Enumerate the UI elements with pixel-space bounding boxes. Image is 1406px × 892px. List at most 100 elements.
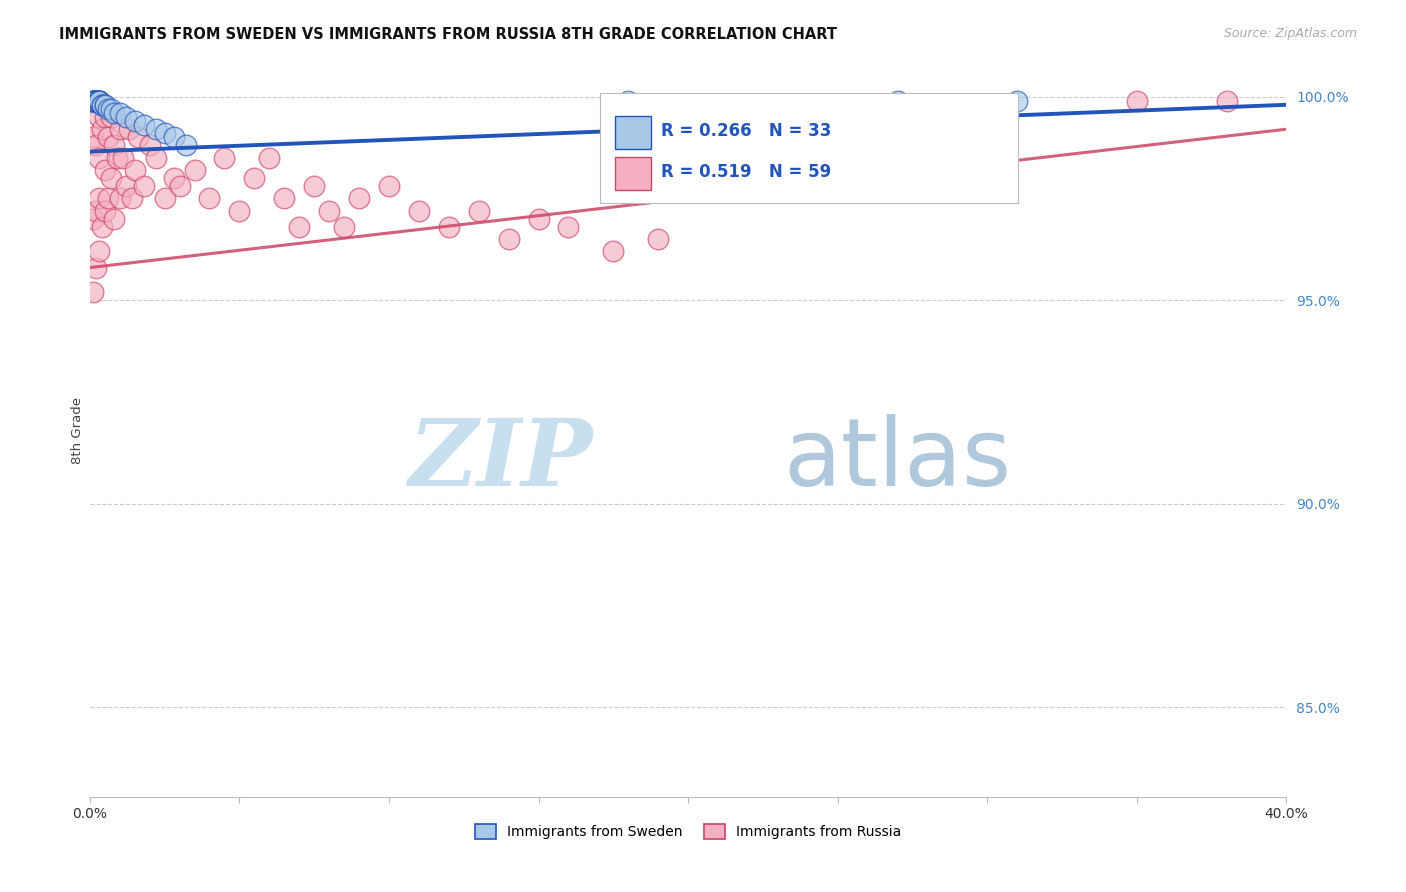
Text: IMMIGRANTS FROM SWEDEN VS IMMIGRANTS FROM RUSSIA 8TH GRADE CORRELATION CHART: IMMIGRANTS FROM SWEDEN VS IMMIGRANTS FRO…	[59, 27, 837, 42]
Point	[90, 97, 112, 112]
Point	[498, 232, 520, 246]
Point	[82, 94, 104, 108]
Point	[127, 130, 149, 145]
Point	[82, 94, 104, 108]
Point	[103, 106, 125, 120]
Point	[162, 171, 184, 186]
Point	[111, 151, 134, 165]
Point	[527, 211, 550, 226]
Point	[108, 106, 131, 120]
Point	[169, 179, 191, 194]
Point	[198, 191, 221, 205]
Point	[124, 162, 146, 177]
Point	[84, 94, 107, 108]
Point	[94, 97, 117, 112]
Point	[87, 94, 110, 108]
Point	[87, 94, 110, 108]
Point	[617, 94, 640, 108]
Point	[90, 219, 112, 234]
Point	[132, 179, 155, 194]
Point	[132, 118, 155, 132]
Point	[84, 138, 107, 153]
Point	[214, 151, 236, 165]
Point	[1215, 94, 1237, 108]
Point	[378, 179, 401, 194]
Point	[82, 94, 104, 108]
Text: Source: ZipAtlas.com: Source: ZipAtlas.com	[1223, 27, 1357, 40]
FancyBboxPatch shape	[616, 116, 651, 149]
Point	[82, 285, 104, 299]
Point	[103, 138, 125, 153]
Point	[138, 138, 160, 153]
Point	[94, 97, 117, 112]
Text: R = 0.519   N = 59: R = 0.519 N = 59	[661, 163, 831, 181]
Point	[557, 219, 579, 234]
Point	[124, 114, 146, 128]
Point	[82, 130, 104, 145]
Point	[114, 110, 136, 124]
Point	[87, 94, 110, 108]
Point	[84, 260, 107, 275]
Point	[87, 151, 110, 165]
Point	[886, 94, 908, 108]
Point	[302, 179, 325, 194]
Point	[108, 191, 131, 205]
Point	[114, 179, 136, 194]
Point	[90, 97, 112, 112]
Text: R = 0.266   N = 33: R = 0.266 N = 33	[661, 121, 831, 140]
Point	[103, 211, 125, 226]
Point	[162, 130, 184, 145]
Legend: Immigrants from Sweden, Immigrants from Russia: Immigrants from Sweden, Immigrants from …	[470, 819, 907, 845]
FancyBboxPatch shape	[599, 94, 1018, 203]
Point	[145, 122, 167, 136]
Point	[87, 191, 110, 205]
Point	[94, 203, 117, 218]
Point	[288, 219, 311, 234]
Point	[82, 211, 104, 226]
Point	[108, 122, 131, 136]
Point	[437, 219, 460, 234]
Point	[87, 110, 110, 124]
Point	[228, 203, 250, 218]
Y-axis label: 8th Grade: 8th Grade	[72, 397, 84, 464]
Point	[408, 203, 430, 218]
Point	[100, 110, 122, 124]
Point	[647, 232, 669, 246]
Point	[183, 162, 205, 177]
Point	[97, 130, 120, 145]
Point	[273, 191, 295, 205]
Point	[84, 203, 107, 218]
Point	[87, 94, 110, 108]
Point	[87, 244, 110, 259]
Point	[105, 151, 128, 165]
Point	[347, 191, 370, 205]
Point	[87, 94, 110, 108]
Point	[243, 171, 266, 186]
Point	[84, 94, 107, 108]
Point	[97, 102, 120, 116]
Point	[94, 162, 117, 177]
Point	[318, 203, 340, 218]
Text: ZIP: ZIP	[408, 415, 592, 505]
Point	[82, 94, 104, 108]
Point	[145, 151, 167, 165]
Point	[153, 126, 176, 140]
Point	[1126, 94, 1149, 108]
Point	[118, 122, 141, 136]
Point	[333, 219, 356, 234]
Point	[121, 191, 143, 205]
Point	[1005, 94, 1028, 108]
Point	[97, 191, 120, 205]
Point	[467, 203, 489, 218]
Point	[259, 151, 281, 165]
Point	[90, 122, 112, 136]
Point	[100, 102, 122, 116]
Point	[153, 191, 176, 205]
Point	[174, 138, 197, 153]
Point	[84, 94, 107, 108]
FancyBboxPatch shape	[616, 158, 651, 191]
Point	[84, 94, 107, 108]
Point	[87, 94, 110, 108]
Point	[94, 110, 117, 124]
Point	[100, 171, 122, 186]
